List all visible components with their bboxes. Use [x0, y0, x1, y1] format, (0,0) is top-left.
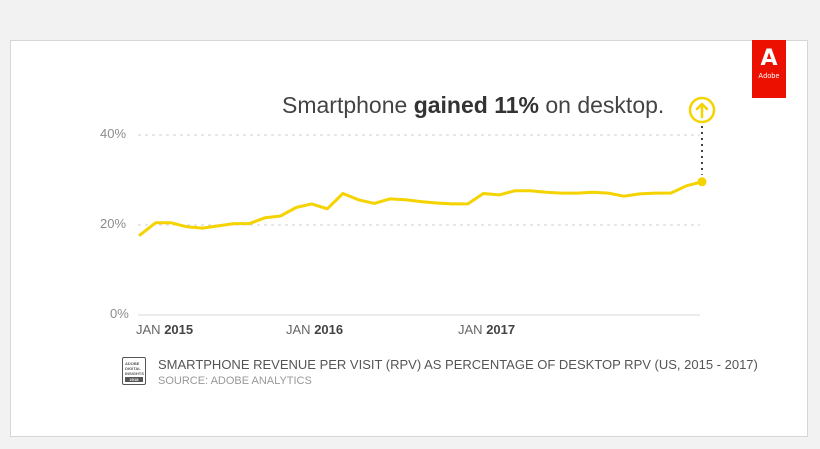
y-tick-label-0: 0% — [110, 306, 129, 321]
endpoint-marker — [697, 177, 707, 187]
x-tick-month: JAN — [458, 322, 483, 337]
badge-line1: ADOBE — [125, 361, 140, 366]
x-tick-month: JAN — [286, 322, 311, 337]
y-tick-label-40: 40% — [100, 126, 127, 141]
x-tick-year: 2016 — [314, 322, 344, 337]
headline-suffix: on desktop. — [538, 92, 665, 118]
adobe-digital-insights-badge-icon: ADOBE DIGITAL INSIGHTS 2018 — [122, 357, 146, 385]
up-arrow-icon — [695, 102, 709, 119]
chart-card — [10, 40, 808, 437]
series-line — [138, 180, 704, 237]
x-tick-label-2016: JAN 2016 — [286, 322, 343, 337]
headline-bold: gained 11% — [413, 92, 539, 118]
chart-source: SOURCE: ADOBE ANALYTICS — [158, 375, 312, 387]
badge-line3: INSIGHTS — [125, 371, 144, 376]
adobe-logo: A Adobe — [752, 40, 786, 98]
y-tick-label-20: 20% — [100, 216, 127, 231]
x-tick-month: JAN — [136, 322, 161, 337]
x-tick-year: 2017 — [486, 322, 516, 337]
badge-line2: DIGITAL — [125, 366, 141, 371]
chart-headline: Smartphone gained 11% on desktop. — [282, 92, 664, 119]
adobe-logo-glyph: A — [760, 46, 778, 71]
adobe-logo-text: Adobe — [758, 73, 780, 80]
headline-prefix: Smartphone — [282, 92, 414, 118]
x-tick-year: 2015 — [164, 322, 194, 337]
x-tick-label-2015: JAN 2015 — [136, 322, 193, 337]
chart-caption: SMARTPHONE REVENUE PER VISIT (RPV) AS PE… — [158, 357, 758, 372]
badge-year: 2018 — [125, 377, 143, 382]
x-tick-label-2017: JAN 2017 — [458, 322, 515, 337]
